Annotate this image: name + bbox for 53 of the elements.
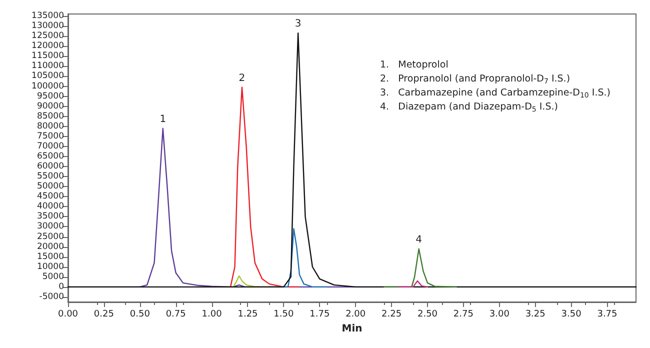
- x-tick-label: 3.00: [489, 310, 510, 320]
- y-tick-label: 80000: [36, 121, 64, 132]
- y-tick-label: 100000: [32, 81, 64, 92]
- x-tick-label: 3.50: [561, 310, 582, 320]
- y-tick-label: 120000: [32, 41, 64, 52]
- y-tick-label: 20000: [36, 242, 64, 252]
- y-tick-label: 130000: [32, 21, 64, 32]
- x-tick-label: 0.50: [130, 310, 150, 320]
- y-tick-label: 60000: [36, 162, 64, 172]
- y-tick-label: 125000: [32, 31, 64, 42]
- x-tick-label: 2.50: [417, 310, 438, 320]
- y-tick-label: 85000: [36, 111, 64, 122]
- y-tick-label: 45000: [36, 192, 64, 202]
- x-tick-label: 0.00: [58, 310, 78, 320]
- x-tick-label: 0.25: [94, 310, 114, 320]
- x-tick-label: 3.75: [597, 310, 618, 320]
- y-tick-label: 95000: [36, 91, 64, 102]
- y-tick-label: 40000: [36, 202, 64, 212]
- x-axis-title: Min: [342, 324, 362, 334]
- y-tick-label: 0: [58, 282, 64, 292]
- y-tick-label: 50000: [36, 182, 64, 192]
- x-tick-label: 2.25: [382, 310, 402, 320]
- y-tick-label: 5000: [42, 272, 64, 282]
- y-tick-label: 30000: [36, 222, 64, 232]
- y-tick-label: 55000: [36, 172, 64, 182]
- y-tick-label: 65000: [36, 151, 64, 162]
- y-tick-label: 25000: [36, 232, 64, 242]
- y-tick-label: 115000: [32, 51, 64, 62]
- y-tick-label: 35000: [36, 212, 64, 222]
- y-tick-label: 70000: [36, 141, 64, 152]
- y-tick-label: 10000: [36, 262, 64, 272]
- annotation: 3: [294, 18, 302, 30]
- x-tick-label: 1.50: [274, 310, 294, 320]
- x-tick-label: 2.75: [453, 310, 474, 320]
- annotation: 1. Metoprolol: [380, 60, 448, 70]
- y-tick-label: 135000: [32, 11, 64, 22]
- line-series: [384, 248, 457, 288]
- annotation: 2: [238, 72, 246, 84]
- x-tick-label: 2.00: [346, 310, 366, 320]
- x-tick-label: 1.00: [202, 310, 222, 320]
- y-tick-label: 105000: [32, 71, 64, 82]
- y-tick-label: 90000: [36, 101, 64, 112]
- x-tick-label: 1.75: [310, 310, 330, 320]
- annotation: 4: [416, 234, 422, 246]
- y-tick-label: 75000: [36, 131, 64, 142]
- y-tick-label: -5000: [39, 292, 64, 302]
- x-tick-label: 1.25: [238, 310, 258, 320]
- y-tick-label: 110000: [32, 61, 64, 72]
- line-series: [67, 32, 637, 288]
- x-tick-label: 3.25: [525, 310, 546, 320]
- y-tick-label: 15000: [36, 252, 64, 262]
- x-tick-label: 0.75: [166, 310, 186, 320]
- annotation: 1: [160, 114, 166, 125]
